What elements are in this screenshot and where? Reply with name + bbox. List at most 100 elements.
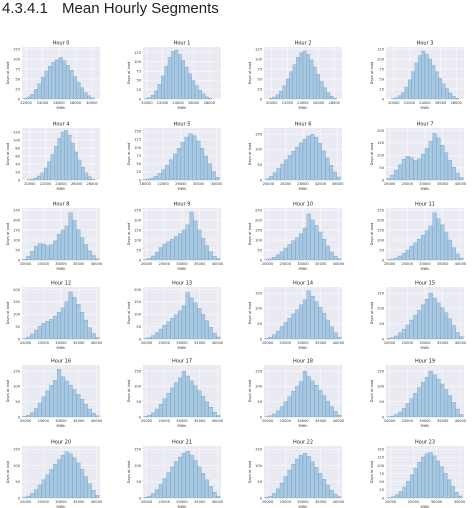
histogram-bar bbox=[76, 82, 81, 100]
y-tick-label: 100 bbox=[255, 464, 263, 468]
histogram-bar bbox=[216, 336, 221, 340]
histogram-bar bbox=[68, 385, 73, 418]
panel-title: Hour 3 bbox=[417, 41, 434, 47]
histogram-bar bbox=[203, 155, 208, 181]
histogram-bar bbox=[276, 168, 281, 181]
histogram-bar bbox=[286, 78, 290, 100]
y-tick-label: 125 bbox=[134, 51, 141, 55]
x-tick-label: 35000 bbox=[437, 262, 449, 266]
histogram-bar bbox=[272, 493, 277, 499]
histogram-bar bbox=[279, 90, 283, 100]
histogram-bar bbox=[158, 247, 164, 261]
y-tick-label: 0 bbox=[382, 258, 385, 262]
histogram-bar bbox=[386, 338, 391, 340]
y-tick-label: 100 bbox=[13, 313, 21, 317]
histogram-bar bbox=[401, 159, 407, 181]
histogram-bar bbox=[299, 304, 304, 340]
x-tick-label: 26000 bbox=[71, 182, 83, 186]
histogram-bar bbox=[155, 408, 160, 418]
y-tick-label: 120 bbox=[13, 130, 21, 134]
histogram-bar bbox=[49, 244, 54, 261]
histogram-bar bbox=[50, 154, 55, 181]
histogram-bar bbox=[424, 377, 429, 418]
histogram-bar bbox=[37, 484, 43, 499]
y-axis-label: Days at load bbox=[6, 143, 10, 166]
section-heading: 4.3.4.1 Mean Hourly Segments bbox=[2, 0, 219, 18]
histogram-bar bbox=[424, 230, 429, 261]
histogram-bar bbox=[337, 258, 342, 261]
histogram-bar bbox=[157, 83, 162, 100]
x-axis-label: MWh bbox=[57, 187, 66, 191]
x-tick-label: 25000 bbox=[159, 500, 171, 504]
panel-title: Hour 16 bbox=[51, 359, 71, 365]
x-axis-label: MWh bbox=[299, 187, 308, 191]
y-tick-label: 200 bbox=[13, 288, 21, 292]
x-axis-label: MWh bbox=[421, 505, 430, 508]
x-tick-label: 35000 bbox=[454, 500, 466, 504]
histogram-bar bbox=[34, 489, 39, 499]
x-axis-label: MWh bbox=[299, 424, 308, 428]
histogram-bar bbox=[208, 486, 213, 499]
x-tick-label: 20000 bbox=[141, 500, 153, 504]
histogram-bar bbox=[295, 386, 300, 418]
y-tick-label: 25 bbox=[257, 87, 262, 91]
y-tick-label: 50 bbox=[379, 322, 384, 326]
histogram-bar bbox=[143, 416, 148, 418]
x-tick-label: 35000 bbox=[73, 500, 85, 504]
x-tick-label: 35000 bbox=[73, 419, 85, 423]
y-tick-label: 250 bbox=[255, 208, 263, 212]
histogram-hour-1: 0 25 50 75 100 125 20000 22000 24000 26000 28000 Ho… bbox=[127, 41, 221, 110]
y-tick-label: 150 bbox=[377, 141, 385, 145]
histogram-bar bbox=[72, 389, 77, 418]
x-tick-label: 40000 bbox=[333, 341, 345, 345]
y-tick-label: 75 bbox=[136, 154, 141, 158]
histogram-hour-14: 0 50 100 150 20000 25000 30000 35000 40000 Hour 1… bbox=[248, 281, 345, 351]
histogram-bar bbox=[321, 239, 327, 261]
histogram-bar bbox=[44, 167, 48, 181]
histogram-bar bbox=[329, 251, 334, 261]
histogram-bar bbox=[318, 307, 323, 340]
histogram-bar bbox=[76, 304, 81, 340]
histogram-bar bbox=[197, 390, 202, 418]
y-tick-label: 100 bbox=[13, 464, 21, 468]
histogram-bar bbox=[312, 66, 317, 100]
histogram-bar bbox=[26, 96, 31, 100]
y-tick-label: 75 bbox=[257, 67, 262, 71]
histogram-bar bbox=[455, 98, 459, 100]
histogram-bar bbox=[91, 255, 96, 261]
y-tick-label: 0 bbox=[260, 178, 263, 182]
x-axis-label: MWh bbox=[421, 187, 430, 191]
x-tick-label: 20000 bbox=[262, 419, 274, 423]
histogram-bar bbox=[395, 494, 400, 499]
histogram-bar bbox=[208, 98, 212, 100]
panel-title: Hour 2 bbox=[295, 41, 312, 47]
x-tick-label: 40000 bbox=[455, 262, 467, 266]
histogram-bar bbox=[154, 90, 159, 100]
x-tick-label: 20000 bbox=[141, 101, 153, 105]
histogram-bar bbox=[45, 390, 50, 418]
histogram-bar bbox=[60, 229, 65, 261]
histogram-bar bbox=[212, 411, 217, 418]
x-tick-label: 36000 bbox=[332, 182, 344, 186]
histogram-bar bbox=[189, 454, 194, 499]
histogram-bar bbox=[208, 251, 213, 261]
x-tick-label: 35000 bbox=[315, 419, 327, 423]
histogram-bar bbox=[302, 227, 307, 261]
x-tick-label: 25000 bbox=[402, 182, 414, 186]
x-tick-label: 20000 bbox=[24, 182, 36, 186]
histogram-bar bbox=[268, 337, 273, 340]
histogram-bar bbox=[299, 142, 304, 181]
y-tick-label: 0 bbox=[382, 415, 385, 419]
x-tick-label: 26000 bbox=[313, 101, 325, 105]
histogram-bar bbox=[169, 159, 174, 181]
y-tick-label: 125 bbox=[377, 47, 384, 51]
y-tick-label: 150 bbox=[255, 448, 263, 452]
histogram-bar bbox=[434, 71, 439, 100]
histogram-bar bbox=[180, 142, 185, 181]
histogram-bar bbox=[432, 455, 437, 499]
histogram-bar bbox=[201, 93, 206, 100]
histogram-bar bbox=[188, 73, 192, 100]
y-tick-label: 0 bbox=[260, 258, 263, 262]
histogram-bar bbox=[90, 97, 95, 100]
histogram-bar bbox=[33, 177, 38, 181]
